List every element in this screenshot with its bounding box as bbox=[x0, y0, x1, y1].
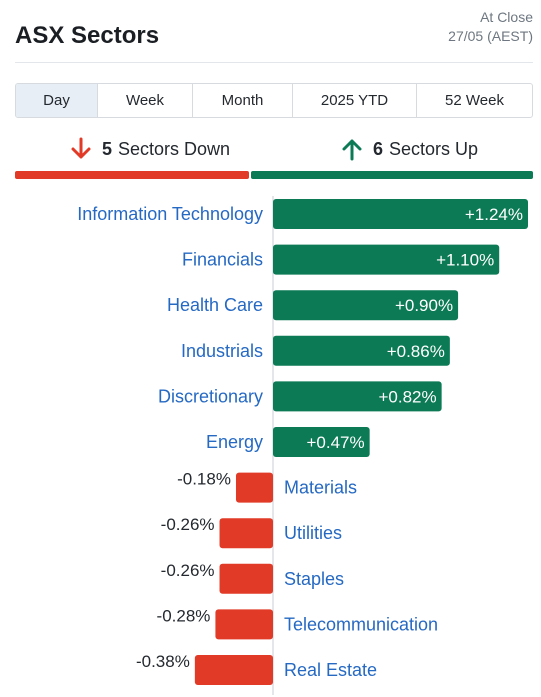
sector-bar bbox=[273, 427, 370, 457]
status-line-2: 27/05 (AEST) bbox=[448, 28, 533, 44]
bar-value-label: +1.24% bbox=[465, 205, 523, 224]
bar-value-label: -0.18% bbox=[177, 470, 231, 489]
page-title: ASX Sectors bbox=[15, 22, 160, 49]
sectors-up-label: Sectors Up bbox=[389, 138, 479, 159]
bar-value-label: +0.47% bbox=[307, 433, 365, 452]
sector-bar bbox=[235, 472, 273, 503]
market-status: At Close 27/05 (AEST) bbox=[448, 8, 533, 46]
bar-value-label: -0.28% bbox=[157, 606, 211, 625]
bar-value-label: +0.86% bbox=[387, 342, 445, 361]
bar-value-label: +0.90% bbox=[395, 296, 453, 315]
sector-label[interactable]: Energy bbox=[206, 432, 263, 452]
breadth-bar-down bbox=[15, 171, 249, 179]
sector-bar bbox=[273, 290, 459, 321]
sector-label[interactable]: Staples bbox=[284, 569, 344, 589]
bar-value-label: -0.26% bbox=[161, 515, 215, 534]
arrow-down-icon bbox=[71, 137, 91, 159]
sector-bar bbox=[273, 381, 442, 412]
sector-label[interactable]: Health Care bbox=[167, 295, 263, 315]
sectors-up-summary: 6 Sectors Up bbox=[341, 136, 478, 162]
sector-label[interactable]: Industrials bbox=[181, 341, 263, 361]
sectors-down-label: Sectors Down bbox=[118, 138, 231, 159]
sector-bar bbox=[215, 609, 273, 640]
sector-label[interactable]: Telecommunication bbox=[284, 614, 438, 634]
sector-bar bbox=[219, 563, 273, 594]
sector-label[interactable]: Information Technology bbox=[77, 204, 263, 224]
sectors-down-summary: 5 Sectors Down bbox=[70, 136, 230, 162]
tab-52-week[interactable]: 52 Week bbox=[445, 92, 504, 109]
sector-label[interactable]: Financials bbox=[182, 250, 263, 270]
bar-value-label: +1.10% bbox=[436, 251, 494, 270]
sector-bar bbox=[219, 518, 273, 549]
sector-label[interactable]: Utilities bbox=[284, 523, 342, 543]
status-line-1: At Close bbox=[480, 9, 533, 25]
bar-value-label: +0.82% bbox=[378, 387, 436, 406]
period-tabs: Day Week Month 2025 YTD 52 Week bbox=[15, 83, 533, 118]
sector-label[interactable]: Discretionary bbox=[158, 386, 263, 406]
tab-ytd[interactable]: 2025 YTD bbox=[293, 84, 417, 117]
sector-bar bbox=[194, 655, 273, 685]
tab-day[interactable]: Day bbox=[16, 84, 98, 117]
arrow-up-icon bbox=[342, 139, 362, 161]
header: ASX Sectors At Close 27/05 (AEST) bbox=[15, 0, 533, 63]
breadth-bar-up bbox=[251, 171, 533, 179]
sector-label[interactable]: Materials bbox=[284, 478, 357, 498]
sector-bar bbox=[273, 244, 500, 275]
tab-week[interactable]: Week bbox=[98, 84, 193, 117]
sector-label[interactable]: Real Estate bbox=[284, 660, 377, 680]
sector-bar bbox=[273, 335, 450, 366]
tab-month[interactable]: Month bbox=[193, 84, 293, 117]
sectors-down-count: 5 bbox=[102, 138, 113, 159]
bar-value-label: -0.26% bbox=[161, 561, 215, 580]
sector-bar bbox=[273, 199, 528, 229]
sectors-up-count: 6 bbox=[373, 138, 384, 159]
bar-value-label: -0.38% bbox=[136, 652, 190, 671]
